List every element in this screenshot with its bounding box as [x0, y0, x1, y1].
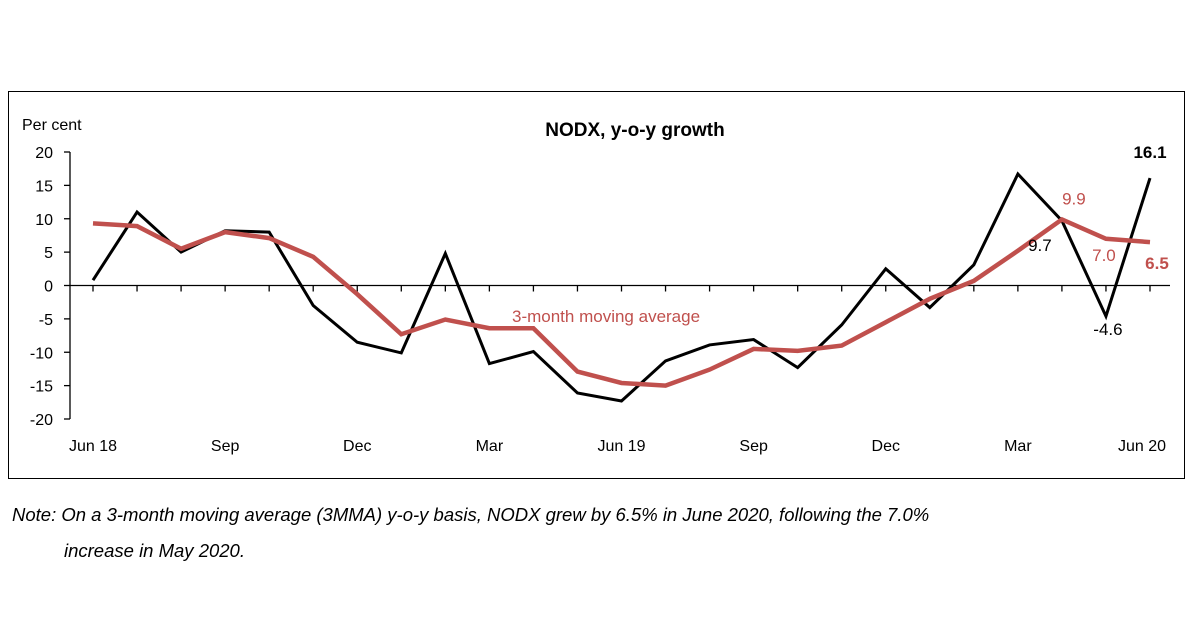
- x-tick-label: Jun 19: [597, 438, 645, 455]
- y-axis-label: Per cent: [22, 117, 82, 134]
- data-label: 9.9: [1062, 189, 1086, 208]
- y-tick-label: -15: [30, 379, 53, 396]
- data-label: -4.6: [1093, 320, 1122, 339]
- data-label: 7.0: [1092, 246, 1116, 265]
- note-line-2: increase in May 2020.: [64, 540, 245, 561]
- x-tick-label: Sep: [211, 438, 240, 455]
- chart-frame: [8, 91, 1185, 479]
- y-tick-label: 20: [35, 145, 53, 162]
- x-tick-label: Mar: [1004, 438, 1032, 455]
- y-tick-label: -10: [30, 345, 53, 362]
- x-tick-label: Jun 18: [69, 438, 117, 455]
- x-tick-label: Dec: [872, 438, 900, 455]
- note-line-1: Note: On a 3-month moving average (3MMA)…: [12, 504, 930, 525]
- x-tick-label: Mar: [476, 438, 504, 455]
- nodx-growth-line: [91, 171, 1152, 403]
- y-tick-label: 10: [35, 212, 53, 229]
- x-tick-label: Dec: [343, 438, 371, 455]
- data-label: 6.5: [1145, 254, 1169, 273]
- y-tick-label: -5: [39, 312, 53, 329]
- moving-average-line: [92, 216, 1151, 388]
- y-tick-label: 5: [44, 245, 53, 262]
- data-label: 16.1: [1133, 143, 1166, 162]
- x-tick-label: Sep: [739, 438, 768, 455]
- y-tick-label: -20: [30, 412, 53, 429]
- y-tick-label: 0: [44, 279, 53, 296]
- x-tick-label: Jun 20: [1118, 438, 1166, 455]
- y-tick-label: 15: [35, 178, 53, 195]
- data-label: 9.7: [1028, 236, 1052, 255]
- chart-title: NODX, y-o-y growth: [545, 120, 724, 141]
- series-label-moving-average: 3-month moving average: [512, 307, 700, 326]
